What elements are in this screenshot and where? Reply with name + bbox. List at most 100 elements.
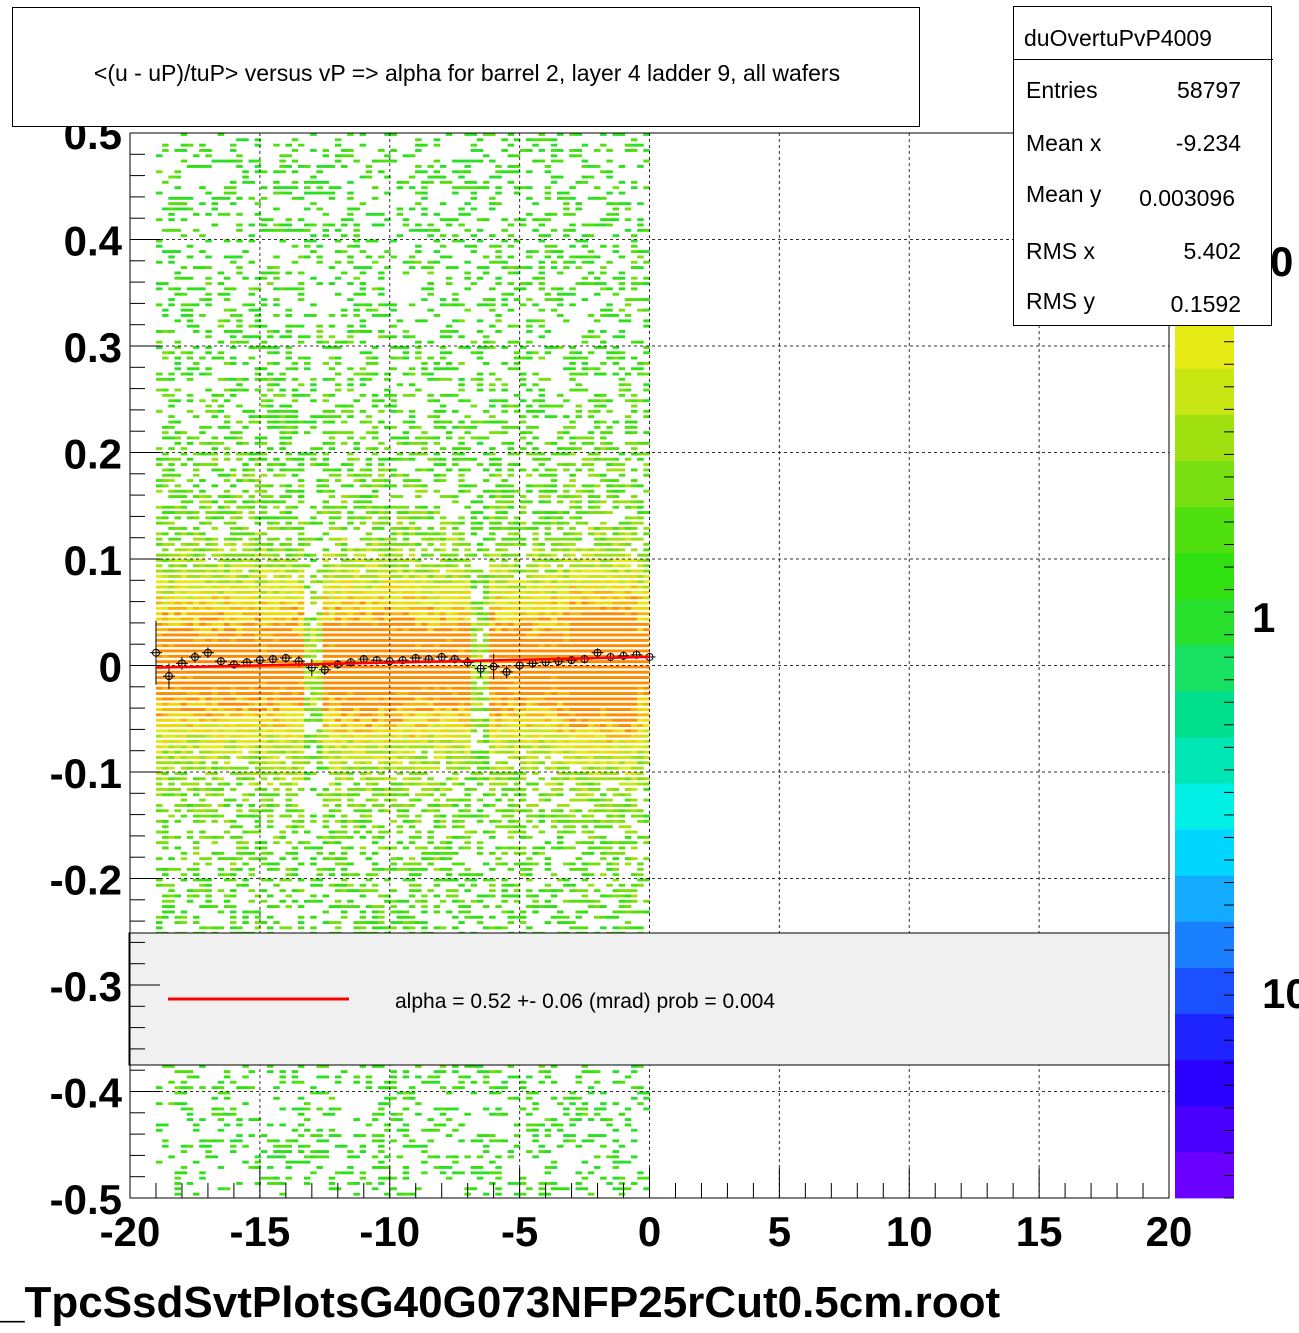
heatmap-cell <box>285 218 292 222</box>
heatmap-cell <box>371 346 379 349</box>
heatmap-cell <box>433 756 441 759</box>
heatmap-cell <box>193 660 200 664</box>
heatmap-cell <box>408 548 416 552</box>
heatmap-cell <box>260 500 268 504</box>
heatmap-cell <box>248 473 255 477</box>
heatmap-cell <box>199 452 206 456</box>
heatmap-cell <box>180 431 188 435</box>
heatmap-cell <box>236 804 243 807</box>
heatmap-cell <box>230 335 237 339</box>
heatmap-cell <box>273 186 280 190</box>
heatmap-cell <box>174 1176 181 1180</box>
heatmap-cell <box>341 527 348 530</box>
heatmap-cell <box>273 271 280 275</box>
heatmap-cell <box>421 516 428 520</box>
heatmap-cell <box>156 484 163 488</box>
heatmap-cell <box>371 521 379 525</box>
heatmap-cell <box>193 585 200 589</box>
heatmap-cell <box>421 867 428 871</box>
heatmap-cell <box>421 367 428 371</box>
heatmap-cell <box>322 702 329 706</box>
heatmap-cell <box>242 250 249 253</box>
heatmap-cell <box>291 1070 299 1074</box>
heatmap-cell <box>248 356 255 360</box>
heatmap-cell <box>186 766 194 770</box>
heatmap-cell <box>316 207 323 211</box>
heatmap-cell <box>365 814 373 818</box>
heatmap-cell <box>396 356 404 360</box>
heatmap-cell <box>162 207 169 211</box>
heatmap-cell <box>353 564 360 568</box>
heatmap-cell <box>347 590 354 594</box>
heatmap-cell <box>328 223 336 227</box>
heatmap-cell <box>390 335 397 339</box>
heatmap-cell <box>322 511 329 514</box>
heatmap-cell <box>408 622 416 626</box>
heatmap-cell <box>168 473 175 477</box>
heatmap-cell <box>260 660 268 664</box>
heatmap-cell <box>378 1102 385 1106</box>
heatmap-cell <box>205 441 212 445</box>
heatmap-cell <box>396 234 404 238</box>
heatmap-cell <box>285 314 292 317</box>
heatmap-cell <box>304 708 311 711</box>
heatmap-cell <box>452 585 459 589</box>
heatmap-cell <box>217 697 225 701</box>
heatmap-cell <box>223 670 231 674</box>
heatmap-cell <box>205 628 212 632</box>
heatmap-cell <box>445 622 453 626</box>
heatmap-cell <box>341 750 348 754</box>
heatmap-cell <box>180 575 188 578</box>
heatmap-cell <box>452 1086 459 1090</box>
heatmap-cell <box>304 393 311 397</box>
heatmap-cell <box>322 819 329 823</box>
heatmap-cell <box>230 569 237 573</box>
heatmap-cell <box>180 569 188 573</box>
heatmap-cell <box>408 409 416 413</box>
heatmap-cell <box>291 809 299 813</box>
heatmap-cell <box>186 804 194 807</box>
heatmap-cell <box>341 692 348 695</box>
heatmap-cell <box>279 484 286 488</box>
heatmap-cell <box>353 676 360 679</box>
heatmap-cell <box>408 527 416 530</box>
heatmap-cell <box>347 606 354 610</box>
heatmap-cell <box>415 638 422 642</box>
heatmap-cell <box>211 793 218 797</box>
heatmap-cell <box>396 1128 404 1132</box>
heatmap-cell <box>408 761 416 765</box>
heatmap-cell <box>304 186 311 190</box>
heatmap-cell <box>236 1182 243 1185</box>
heatmap-cell <box>445 495 453 498</box>
heatmap-cell <box>415 1064 422 1068</box>
heatmap-cell <box>248 452 255 456</box>
heatmap-cell <box>248 633 255 637</box>
heatmap-cell <box>316 324 323 328</box>
heatmap-cell <box>162 250 169 253</box>
heatmap-cell <box>427 511 434 514</box>
heatmap-cell <box>180 633 188 637</box>
heatmap-cell <box>291 505 299 509</box>
heatmap-cell <box>408 857 416 861</box>
heatmap-cell <box>433 362 441 365</box>
heatmap-cell <box>384 377 391 381</box>
heatmap-cell <box>162 436 169 440</box>
heatmap-cell <box>291 548 299 552</box>
heatmap-cell <box>273 670 280 674</box>
heatmap-cell <box>242 468 249 472</box>
heatmap-cell <box>193 580 200 584</box>
heatmap-cell <box>236 622 243 626</box>
heatmap-cell <box>415 676 422 679</box>
heatmap-cell <box>254 750 262 754</box>
heatmap-cell <box>316 580 323 584</box>
heatmap-cell <box>211 1139 218 1143</box>
heatmap-cell <box>217 548 225 552</box>
heatmap-cell <box>371 862 379 866</box>
heatmap-cell <box>421 628 428 632</box>
heatmap-cell <box>273 1139 280 1143</box>
heatmap-cell <box>353 638 360 642</box>
heatmap-cell <box>341 846 348 850</box>
heatmap-cell <box>310 180 317 184</box>
heatmap-cell <box>174 537 181 541</box>
heatmap-cell <box>427 841 434 845</box>
